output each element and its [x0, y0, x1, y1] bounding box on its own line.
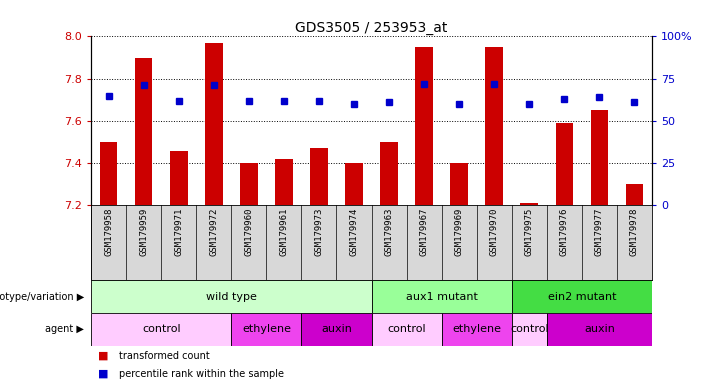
Text: GSM179961: GSM179961	[280, 208, 288, 256]
Text: GSM179974: GSM179974	[350, 208, 358, 256]
Bar	[275, 159, 293, 205]
Bar	[135, 58, 153, 205]
Text: GSM179970: GSM179970	[490, 208, 498, 256]
Text: GSM179973: GSM179973	[315, 208, 323, 256]
Bar	[372, 280, 512, 313]
Bar	[231, 313, 301, 346]
Text: aux1 mutant: aux1 mutant	[406, 291, 477, 302]
Text: GSM179969: GSM179969	[455, 208, 463, 256]
Bar	[547, 313, 652, 346]
Text: GSM179976: GSM179976	[560, 208, 569, 256]
Bar	[486, 47, 503, 205]
Text: GSM179959: GSM179959	[139, 208, 148, 256]
Text: ethylene: ethylene	[452, 324, 501, 334]
Bar	[626, 184, 644, 205]
Bar	[346, 163, 363, 205]
Text: percentile rank within the sample: percentile rank within the sample	[119, 369, 284, 379]
Bar	[372, 313, 442, 346]
Text: control: control	[142, 324, 181, 334]
Bar	[311, 149, 328, 205]
Text: transformed count: transformed count	[119, 351, 210, 361]
Bar	[170, 151, 188, 205]
Bar	[591, 111, 608, 205]
Text: GSM179960: GSM179960	[245, 208, 253, 256]
Text: GSM179975: GSM179975	[525, 208, 533, 256]
Bar	[556, 123, 573, 205]
Text: GSM179958: GSM179958	[104, 208, 113, 256]
Text: ein2 mutant: ein2 mutant	[547, 291, 616, 302]
Text: auxin: auxin	[584, 324, 615, 334]
Bar	[301, 313, 372, 346]
Text: ethylene: ethylene	[242, 324, 291, 334]
Text: agent ▶: agent ▶	[46, 324, 84, 334]
Bar	[240, 163, 258, 205]
Text: control: control	[387, 324, 426, 334]
Bar	[100, 142, 118, 205]
Text: auxin: auxin	[321, 324, 352, 334]
Bar	[205, 43, 223, 205]
Bar	[521, 204, 538, 205]
Bar	[381, 142, 398, 205]
Bar	[91, 280, 372, 313]
Text: GSM179967: GSM179967	[420, 208, 428, 256]
Text: GSM179963: GSM179963	[385, 208, 393, 256]
Bar	[91, 313, 231, 346]
Text: GSM179977: GSM179977	[595, 208, 604, 256]
Title: GDS3505 / 253953_at: GDS3505 / 253953_at	[295, 22, 448, 35]
Bar	[512, 280, 652, 313]
Text: ■: ■	[98, 351, 109, 361]
Bar	[416, 47, 433, 205]
Text: wild type: wild type	[206, 291, 257, 302]
Bar	[442, 313, 512, 346]
Text: GSM179978: GSM179978	[630, 208, 639, 256]
Bar	[451, 163, 468, 205]
Text: GSM179972: GSM179972	[210, 208, 218, 256]
Text: GSM179971: GSM179971	[175, 208, 183, 256]
Bar	[512, 313, 547, 346]
Text: control: control	[510, 324, 549, 334]
Text: genotype/variation ▶: genotype/variation ▶	[0, 291, 84, 302]
Text: ■: ■	[98, 369, 109, 379]
